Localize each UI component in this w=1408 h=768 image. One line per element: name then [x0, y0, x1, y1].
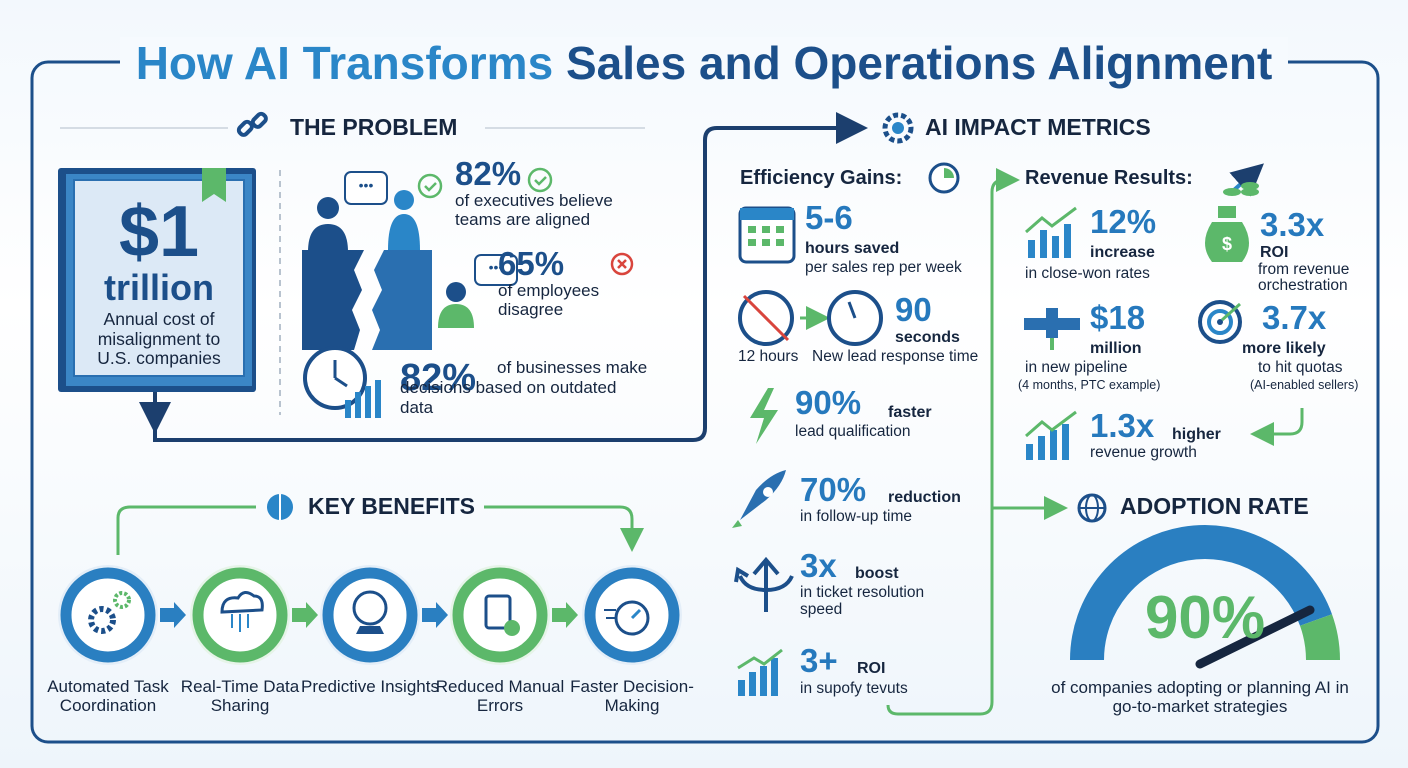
metric-detail: revenue growth — [1090, 444, 1197, 461]
title-lead: How AI Transforms — [135, 37, 554, 89]
metric-label: ROI — [857, 660, 886, 677]
benefit-steps — [58, 565, 682, 665]
metric-note: (AI-enabled sellers) — [1250, 378, 1359, 392]
metric-value: 3+ — [800, 642, 838, 679]
metric-before: 12 hours — [738, 348, 799, 365]
metric-detail: per sales rep per week — [805, 259, 962, 276]
metric-detail: to hit quotas — [1258, 359, 1343, 376]
metric-value: 5-6 — [805, 199, 853, 236]
gauge-arc — [1070, 525, 1332, 661]
section-heading: THE PROBLEM — [290, 114, 458, 140]
title: How AI Transforms Sales and Operations A… — [0, 36, 1408, 90]
metric-value: $18 — [1090, 299, 1146, 336]
metric-label: higher — [1172, 426, 1221, 443]
gauge-arc-rest — [1299, 614, 1340, 661]
stat-value: 82% — [455, 155, 522, 192]
metric-detail: in follow-up time — [800, 508, 912, 525]
svg-text:•••: ••• — [359, 177, 374, 193]
gauge-needle — [1195, 605, 1315, 669]
metric-label: seconds — [895, 329, 960, 346]
metric-label: hours saved — [805, 240, 900, 257]
svg-text:•••: ••• — [489, 259, 504, 275]
section-heading: AI IMPACT METRICS — [925, 114, 1151, 140]
metric-value: 90% — [795, 384, 862, 421]
metric-label: reduction — [888, 489, 961, 506]
cost-description: Annual cost of misalignment to U.S. comp… — [97, 309, 221, 369]
stat-value: 65% — [498, 245, 565, 282]
metric-value: 12% — [1090, 203, 1157, 240]
metric-value: 90 — [895, 291, 932, 328]
cost-amount: $1 — [118, 192, 200, 272]
section-heading: KEY BENEFITS — [308, 493, 475, 519]
metric-label: increase — [1090, 244, 1155, 261]
metric-detail: in ticket resolution speed — [800, 584, 925, 619]
metric-detail: New lead response time — [812, 348, 979, 365]
metric-detail: in supofy tevuts — [800, 680, 908, 697]
metric-value: 3.7x — [1262, 299, 1327, 336]
benefit-label: Real-Time Data Sharing — [180, 677, 300, 716]
metric-value: 70% — [800, 471, 867, 508]
benefit-label: Faster Decision-Making — [570, 677, 694, 716]
benefit-label: Reduced Manual Errors — [435, 677, 565, 716]
metric-label: faster — [888, 404, 932, 421]
title-wrap: How AI Transforms Sales and Operations A… — [119, 37, 1289, 89]
stat-text: of businesses make decisions based on ou… — [400, 358, 648, 418]
svg-text:$: $ — [1222, 234, 1232, 254]
stat-text: of executives believe teams are aligned — [455, 191, 613, 230]
stat-value: 82% — [400, 357, 477, 399]
metric-value: 1.3x — [1090, 407, 1155, 444]
metric-value: 3.3x — [1260, 206, 1325, 243]
section-heading: ADOPTION RATE — [1120, 493, 1309, 519]
metric-detail: in close-won rates — [1025, 265, 1150, 282]
adoption-text: of companies adopting or planning AI in … — [1051, 678, 1349, 717]
metric-label: boost — [855, 565, 899, 582]
subsection-heading: Revenue Results: — [1025, 167, 1193, 189]
subsection-heading: Efficiency Gains: — [740, 167, 903, 189]
cost-unit: trillion — [104, 267, 214, 308]
stat-text: of employees disagree — [498, 281, 600, 320]
benefit-label: Automated Task Coordination — [47, 677, 169, 716]
metric-label: ROI — [1260, 244, 1289, 261]
metric-note: (4 months, PTC example) — [1018, 378, 1161, 392]
metric-label: more likely — [1242, 340, 1326, 357]
metric-label: million — [1090, 340, 1142, 357]
metric-value: 3x — [800, 547, 837, 584]
metric-detail: lead qualification — [795, 423, 911, 440]
title-rest: Sales and Operations Alignment — [565, 37, 1273, 89]
adoption-value: 90% — [1144, 584, 1266, 651]
benefit-label: Predictive Insights — [301, 677, 439, 696]
metric-detail: in new pipeline — [1025, 359, 1128, 376]
metric-detail: from revenue orchestration — [1258, 261, 1350, 295]
